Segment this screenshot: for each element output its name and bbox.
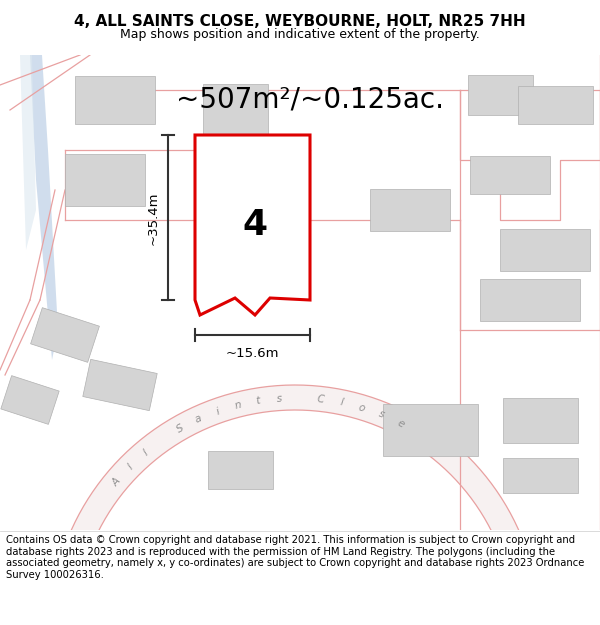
Bar <box>503 458 577 492</box>
Bar <box>208 451 272 489</box>
Text: l: l <box>126 462 135 471</box>
Text: s: s <box>276 393 282 404</box>
Text: l: l <box>142 448 150 458</box>
Text: ~507m²/~0.125ac.: ~507m²/~0.125ac. <box>176 86 444 114</box>
Bar <box>480 279 580 321</box>
Bar <box>467 75 533 115</box>
Text: A: A <box>110 476 122 488</box>
Bar <box>503 398 577 442</box>
Text: e: e <box>395 418 406 429</box>
Polygon shape <box>195 135 310 315</box>
Text: S: S <box>175 422 185 434</box>
Bar <box>75 76 155 124</box>
Text: o: o <box>357 402 366 414</box>
Polygon shape <box>30 55 58 360</box>
Bar <box>500 229 590 271</box>
Text: Contains OS data © Crown copyright and database right 2021. This information is : Contains OS data © Crown copyright and d… <box>6 535 584 580</box>
Text: ~15.6m: ~15.6m <box>225 347 279 360</box>
Text: 4: 4 <box>242 208 268 242</box>
Bar <box>370 189 450 231</box>
Text: 4, ALL SAINTS CLOSE, WEYBOURNE, HOLT, NR25 7HH: 4, ALL SAINTS CLOSE, WEYBOURNE, HOLT, NR… <box>74 14 526 29</box>
Bar <box>470 156 550 194</box>
Bar <box>203 84 268 136</box>
Polygon shape <box>20 55 36 250</box>
Bar <box>383 404 478 456</box>
Bar <box>218 169 293 211</box>
Text: ~35.4m: ~35.4m <box>147 191 160 245</box>
Text: Map shows position and indicative extent of the property.: Map shows position and indicative extent… <box>120 28 480 41</box>
Text: t: t <box>256 396 261 406</box>
Text: s: s <box>377 409 386 420</box>
Text: n: n <box>233 399 242 411</box>
Bar <box>517 86 593 124</box>
Text: a: a <box>193 413 203 425</box>
Bar <box>1 376 59 424</box>
Text: i: i <box>215 406 221 416</box>
Text: l: l <box>339 398 344 408</box>
Bar <box>65 154 145 206</box>
Text: C: C <box>317 394 325 405</box>
Bar <box>83 359 157 411</box>
Bar <box>31 308 100 362</box>
Polygon shape <box>62 385 537 596</box>
